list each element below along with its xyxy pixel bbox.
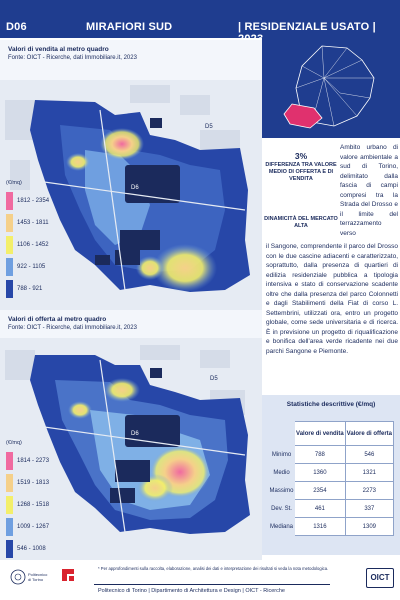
sale-legend: (€/mq) 1812 - 2354 1453 - 1811 1106 - 14… — [6, 180, 70, 300]
page-header: D06 MIRAFIORI SUD | RESIDENZIALE USATO |… — [0, 0, 400, 45]
polito-logo: Politecnico di Torino — [10, 568, 60, 591]
col-header-vendita: Valore di vendita — [294, 421, 346, 446]
table-row: Mediana 1316 1309 — [267, 517, 395, 536]
description-part1: Ambito urbano di valore ambientale a sud… — [340, 144, 398, 237]
offer-value-map: D5 D6 Valori di offerta al metro quadro … — [0, 310, 262, 560]
legend-item: 1812 - 2354 — [6, 190, 70, 212]
description-part2: il Sangone, comprendente il parco del Dr… — [266, 243, 398, 355]
sale-map-source: Fonte: OICT - Ricerche, dati Immobiliare… — [8, 55, 137, 61]
offer-legend: (€/mq) 1814 - 2273 1519 - 1813 1268 - 15… — [6, 440, 70, 560]
legend-item: 1106 - 1452 — [6, 234, 70, 256]
sale-value-map: D5 D6 Valori di vendita al metro quadro … — [0, 40, 262, 330]
sale-heatmap: D5 D6 — [0, 80, 262, 330]
legend-item: 546 - 1008 — [6, 538, 70, 560]
table-row: Medio 1360 1321 — [267, 463, 395, 482]
locator-map — [262, 38, 400, 138]
sale-legend-unit: (€/mq) — [6, 180, 22, 186]
legend-item: 1009 - 1267 — [6, 516, 70, 538]
legend-item: 788 - 921 — [6, 278, 70, 300]
stats-title: Statistiche descrittive (€/mq) — [286, 401, 376, 408]
sale-map-title: Valori di vendita al metro quadro — [8, 46, 109, 53]
stats-table: Valore di vendita Valore di offerta Mini… — [267, 421, 395, 536]
legend-item: 1519 - 1813 — [6, 472, 70, 494]
district-label-d5: D5 — [210, 376, 218, 382]
difference-label: DIFFERENZA TRA VALORE MEDIO DI OFFERTA E… — [265, 162, 337, 182]
col-header-offerta: Valore di offerta — [344, 421, 395, 446]
table-row: Massimo 2354 2273 — [267, 481, 395, 500]
offer-map-source: Fonte: OICT - Ricerche, dati Immobiliare… — [8, 325, 137, 331]
table-row: Dev. St. 461 337 — [267, 499, 395, 518]
department-logo — [62, 568, 74, 581]
district-label-d6: D6 — [131, 431, 139, 437]
district-code: D06 — [6, 21, 27, 33]
legend-item: 1268 - 1518 — [6, 494, 70, 516]
table-row: Minimo 788 546 — [267, 445, 395, 464]
market-dynamism: DINAMICITÀ DEL MERCATO ALTA — [264, 216, 338, 229]
legend-item: 1453 - 1811 — [6, 212, 70, 234]
footer-divider — [94, 584, 330, 585]
footer-credits: Politecnico di Torino | Dipartimento di … — [98, 588, 285, 594]
offer-heatmap: D5 D6 — [0, 338, 262, 560]
offer-legend-unit: (€/mq) — [6, 440, 22, 446]
legend-item: 922 - 1105 — [6, 256, 70, 278]
svg-text:Politecnico: Politecnico — [28, 572, 48, 577]
svg-text:di Torino: di Torino — [28, 577, 44, 582]
district-label-d5: D5 — [205, 124, 213, 130]
oict-logo: OICT — [366, 568, 394, 588]
district-label-d6: D6 — [131, 185, 139, 191]
difference-percent: 3% — [294, 151, 308, 161]
offer-map-title: Valori di offerta al metro quadro — [8, 316, 107, 323]
difference-stat: 3% DIFFERENZA TRA VALORE MEDIO DI OFFERT… — [262, 151, 340, 183]
stats-panel: Statistiche descrittive (€/mq) Valore di… — [262, 395, 400, 555]
legend-item: 1814 - 2273 — [6, 450, 70, 472]
district-name: MIRAFIORI SUD — [86, 21, 173, 33]
highlighted-district — [283, 103, 323, 129]
methodology-note: * Per approfondimenti sulla raccolta, el… — [98, 566, 329, 571]
